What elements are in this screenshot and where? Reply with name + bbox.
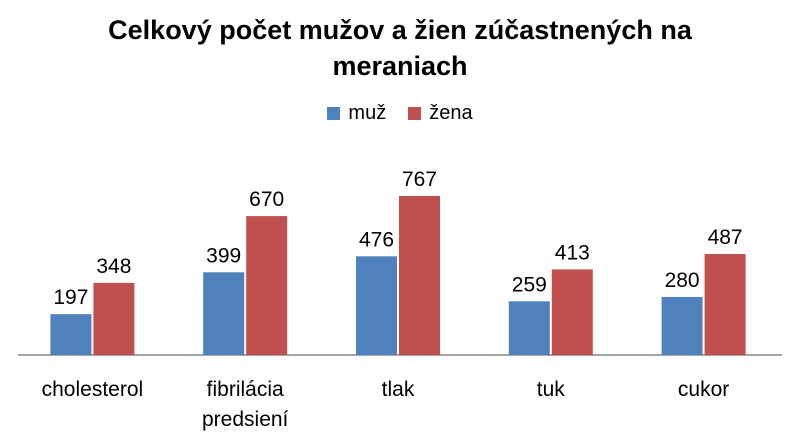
x-tick-label-0: cholesterol: [42, 378, 144, 401]
bar-muz-2: [356, 256, 397, 355]
chart-title-line-1: Celkový počet mužov a žien zúčastnených …: [108, 15, 692, 45]
data-label-muz-2: 476: [359, 228, 394, 251]
bar-zena-2: [399, 196, 440, 355]
bar-zena-3: [551, 269, 593, 355]
bar-zena-4: [704, 254, 746, 355]
data-label-muz-0: 197: [53, 286, 88, 309]
data-label-zena-4: 487: [708, 226, 743, 249]
legend-swatch-zena: [408, 107, 422, 120]
x-tick-label-2: tlak: [382, 378, 415, 401]
data-label-muz-3: 259: [512, 273, 547, 296]
legend-item-zena: žena: [408, 102, 473, 125]
data-label-muz-4: 280: [665, 269, 700, 292]
bar-zena-1: [246, 216, 288, 355]
bar-zena-0: [93, 282, 135, 355]
legend-swatch-muz: [327, 107, 341, 120]
legend-item-muz: muž: [327, 102, 386, 125]
data-label-zena-3: 413: [555, 241, 590, 264]
bar-muz-1: [203, 272, 245, 355]
data-label-zena-0: 348: [96, 255, 131, 278]
legend-label-muz: muž: [348, 102, 387, 124]
legend-label-zena: žena: [429, 102, 473, 124]
chart-title: Celkový počet mužov a žien zúčastnených …: [0, 12, 800, 84]
legend: muž žena: [0, 102, 800, 125]
data-label-zena-1: 670: [249, 188, 284, 211]
x-tick-label-1: fibrilácia: [207, 378, 284, 401]
chart-title-line-2: meraniach: [332, 51, 468, 81]
data-label-zena-2: 767: [402, 168, 437, 191]
bar-muz-4: [661, 296, 703, 355]
bar-muz-3: [508, 301, 550, 355]
x-tick-label-3: tuk: [537, 378, 566, 401]
x-tick-label-4: cukor: [678, 378, 729, 401]
bar-muz-0: [50, 314, 92, 355]
data-label-muz-1: 399: [206, 244, 241, 267]
x-tick-label-1-line-2: predsiení: [202, 408, 289, 431]
